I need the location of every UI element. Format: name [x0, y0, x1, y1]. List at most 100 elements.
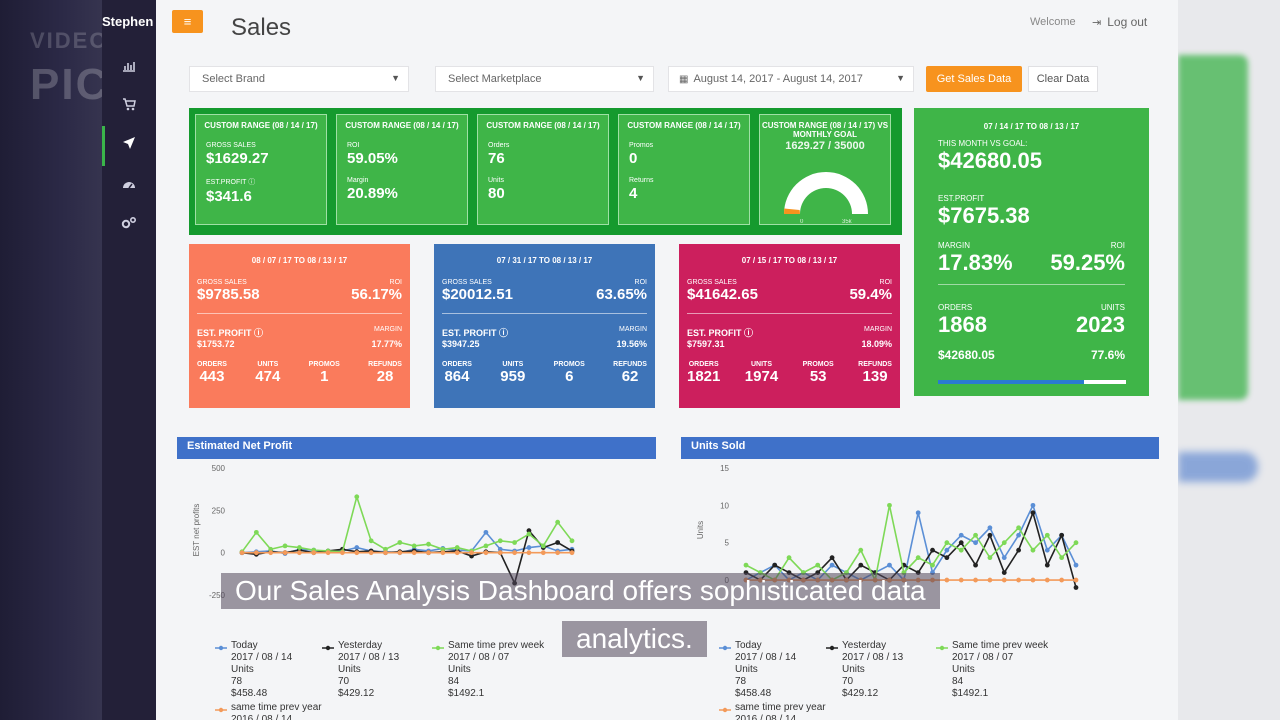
legend-name: Today — [231, 640, 258, 651]
calendar-icon: ▦ — [679, 74, 689, 85]
stat-value: 28 — [376, 368, 394, 385]
menu-toggle-button[interactable]: ≡ — [172, 10, 203, 33]
mini-card-goal: CUSTOM RANGE (08 / 14 / 17) VS MONTHLY G… — [759, 114, 891, 225]
legend-name: Yesterday — [338, 640, 383, 651]
stat-units: UNITS 959 — [500, 361, 525, 385]
data-point — [253, 529, 259, 535]
stat-refunds: REFUNDS 28 — [368, 361, 402, 385]
custom-range-band: CUSTOM RANGE (08 / 14 / 17) GROSS SALES … — [189, 108, 902, 235]
legend-units-label: Units — [952, 664, 975, 675]
data-point — [340, 550, 345, 556]
legend-name: same time prev year — [735, 702, 826, 713]
data-point — [483, 529, 489, 535]
data-point — [915, 510, 921, 516]
legend-units: 70 — [842, 676, 854, 687]
settings-icon[interactable] — [119, 216, 139, 236]
chart-icon[interactable] — [119, 58, 139, 78]
dashboard-icon[interactable] — [119, 176, 139, 196]
stat-label: REFUNDS — [858, 361, 892, 368]
margin-label: MARGIN — [938, 241, 970, 250]
data-point — [440, 546, 446, 552]
y-tick-label: 250 — [212, 506, 226, 515]
data-point — [944, 577, 950, 583]
mini-card-value: 59.05% — [347, 150, 398, 167]
mini-card-title: CUSTOM RANGE (08 / 14 / 17) — [204, 121, 318, 130]
legend-marker — [719, 643, 731, 651]
rocket-icon[interactable] — [119, 136, 139, 156]
y-tick-label: 0 — [221, 549, 226, 558]
profit-label: EST. PROFIT ⓘ — [687, 326, 753, 339]
data-point — [512, 550, 518, 556]
data-point — [426, 541, 431, 547]
gross-label: GROSS SALES — [687, 279, 737, 286]
roi-value: 59.25% — [1050, 250, 1125, 275]
data-point — [526, 545, 532, 550]
logout-icon: ⇥ — [1092, 17, 1102, 29]
legend-date: 2016 / 08 / 14 — [735, 714, 797, 720]
stat-orders: ORDERS 443 — [197, 361, 227, 385]
legend-item-prev_week[interactable]: Same time prev week 2017 / 08 / 07 Units 84… — [432, 640, 544, 700]
legend-date: 2017 / 08 / 13 — [338, 652, 400, 663]
mini-card-value: 4 — [629, 185, 638, 202]
get-sales-data-button[interactable]: Get Sales Data — [926, 66, 1022, 92]
month-bottom-left: $42680.05 — [938, 348, 995, 362]
data-point — [526, 550, 532, 556]
profit-label-text: EST. PROFIT — [197, 328, 252, 338]
mini-card-title: CUSTOM RANGE (08 / 14 / 17) — [345, 121, 459, 130]
gauge-min: 0 — [800, 219, 804, 225]
legend-date: 2016 / 08 / 14 — [231, 714, 293, 720]
data-point — [268, 546, 274, 552]
data-point — [268, 550, 274, 556]
data-point — [483, 543, 489, 549]
legend-item-yesterday[interactable]: Yesterday 2017 / 08 / 13 Units 70 $429.12 — [322, 640, 400, 700]
brand-select-value: Select Brand — [202, 73, 265, 85]
legend-item-prev-year[interactable]: same time prev year 2016 / 08 / 14 — [719, 702, 826, 720]
legend-item-today[interactable]: Today 2017 / 08 / 14 Units 78 $458.48 — [719, 640, 796, 700]
mini-card-label-text: EST.PROFIT — [206, 179, 247, 186]
data-point — [887, 562, 892, 568]
stat-value: 6 — [565, 368, 574, 385]
welcome-text: Welcome — [1030, 16, 1076, 28]
data-point — [311, 550, 317, 556]
data-point — [743, 562, 749, 568]
data-point — [354, 545, 360, 550]
marketplace-select[interactable]: Select Marketplace ▼ — [435, 66, 654, 92]
brand-select[interactable]: Select Brand ▼ — [189, 66, 409, 92]
data-point — [296, 545, 302, 550]
mini-card-label: Orders — [488, 142, 510, 149]
data-point — [526, 531, 532, 537]
gross-value: $20012.51 — [442, 286, 513, 303]
data-point — [1016, 532, 1022, 538]
data-point — [512, 540, 518, 545]
data-point — [368, 538, 374, 544]
legend-item-today[interactable]: Today 2017 / 08 / 14 Units 78 $458.48 — [215, 640, 292, 700]
legend-item-prev-year[interactable]: same time prev year 2016 / 08 / 14 — [215, 702, 322, 720]
legend-item-prev_week[interactable]: Same time prev week 2017 / 08 / 07 Units 84… — [936, 640, 1048, 700]
roi-value: 56.17% — [351, 286, 402, 303]
data-point — [987, 555, 993, 561]
units-label: UNITS — [1101, 303, 1125, 312]
legend-item-yesterday[interactable]: Yesterday 2017 / 08 / 13 Units 70 $429.12 — [826, 640, 903, 700]
data-point — [411, 550, 417, 556]
mini-card-label: EST.PROFIT ⓘ — [206, 177, 326, 187]
data-point — [1001, 540, 1007, 546]
clear-data-button[interactable]: Clear Data — [1028, 66, 1098, 92]
legend-units-label: Units — [842, 664, 865, 675]
logout-link[interactable]: ⇥ Log out — [1092, 15, 1147, 29]
legend-amount: $1492.1 — [448, 688, 485, 699]
logout-label: Log out — [1107, 15, 1148, 29]
date-range-select[interactable]: ▦ August 14, 2017 - August 14, 2017 ▼ — [668, 66, 914, 92]
mini-card-title: CUSTOM RANGE (08 / 14 / 17) — [486, 121, 600, 130]
stat-promos: PROMOS 6 — [554, 361, 585, 385]
cart-icon[interactable] — [119, 97, 139, 117]
goal-progress-bar — [938, 380, 1126, 384]
stat-value: 959 — [500, 368, 526, 385]
margin-label: MARGIN — [619, 326, 647, 333]
margin-value: 17.83% — [938, 250, 1013, 275]
stat-label: ORDERS — [197, 361, 227, 368]
data-point — [930, 547, 935, 553]
roi-value: 63.65% — [596, 286, 647, 303]
goal-gauge — [784, 172, 868, 214]
y-tick-label: -250 — [209, 591, 226, 600]
legend-marker — [432, 643, 444, 651]
